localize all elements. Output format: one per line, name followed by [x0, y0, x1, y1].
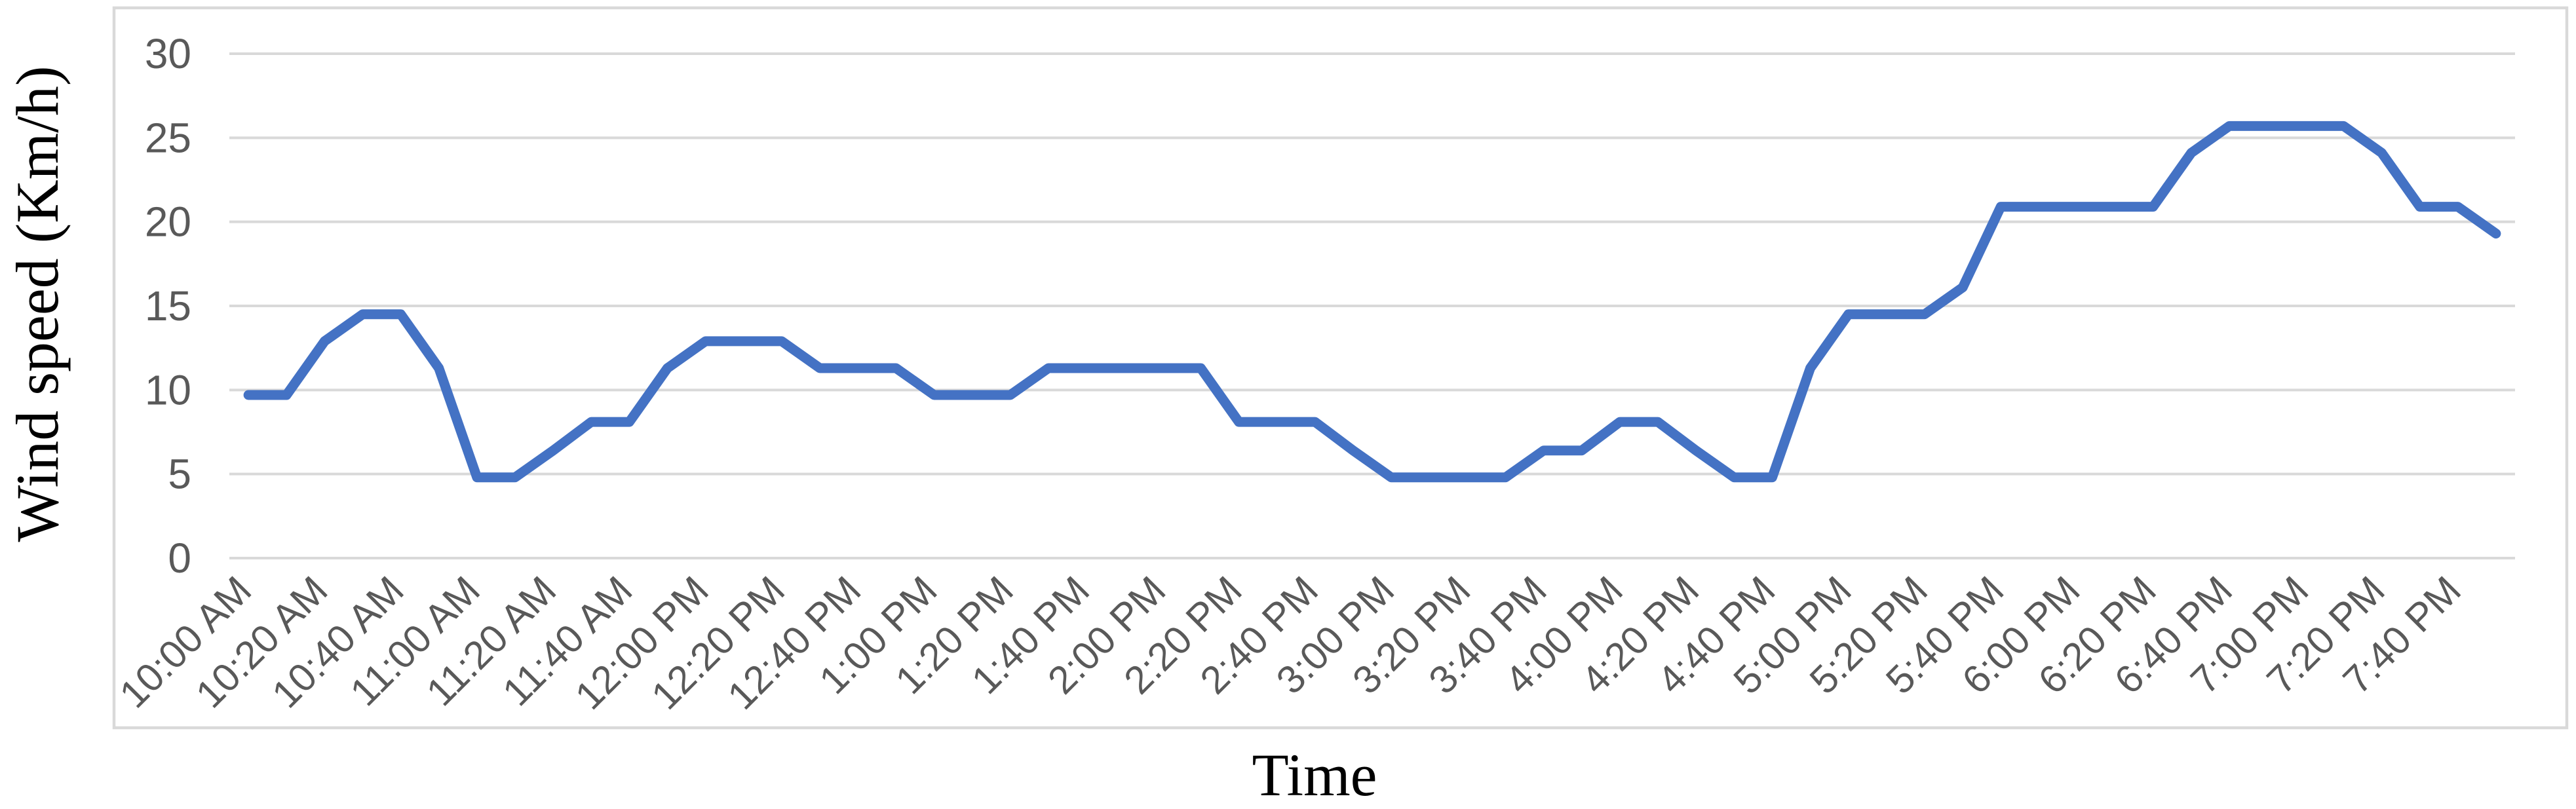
y-axis-title: Wind speed (Km/h) [4, 66, 71, 542]
x-axis-title: Time [1252, 742, 1377, 808]
y-tick-label: 25 [145, 114, 191, 161]
wind-speed-series-line [243, 121, 2501, 483]
y-axis-tick-labels: 0 5 10 15 20 25 30 [145, 30, 191, 582]
chart-border [112, 6, 2569, 730]
y-tick-label: 0 [168, 535, 191, 582]
horizontal-gridlines [229, 52, 2515, 559]
y-tick-label: 10 [145, 366, 191, 413]
y-tick-label: 15 [145, 282, 191, 329]
y-tick-label: 30 [145, 30, 191, 77]
y-tick-label: 20 [145, 198, 191, 246]
y-tick-label: 5 [168, 451, 191, 498]
